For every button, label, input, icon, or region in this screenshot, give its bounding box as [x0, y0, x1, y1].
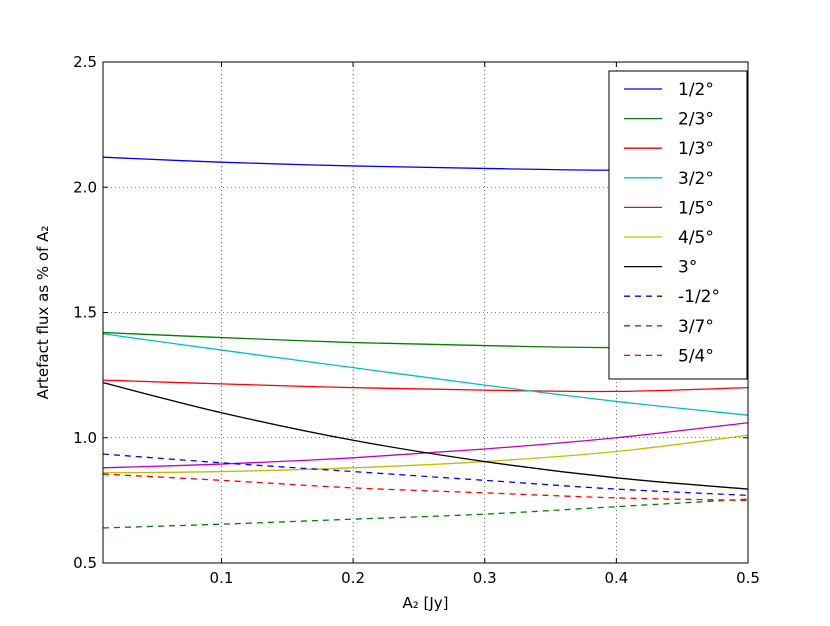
legend-label: 1/2° — [678, 80, 714, 100]
x-tick-label: 0.4 — [604, 569, 628, 587]
y-tick-label: 2.5 — [73, 53, 97, 71]
legend-label: 5/4° — [678, 346, 714, 366]
series-line-7 — [102, 382, 749, 490]
series-line-8 — [102, 453, 749, 497]
legend-label: 3/2° — [678, 169, 714, 189]
series-line-3 — [102, 379, 749, 393]
x-tick-label: 0.3 — [473, 569, 497, 587]
series-line-5 — [102, 422, 749, 469]
legend-box — [608, 70, 748, 380]
y-tick-label: 2.0 — [73, 178, 97, 196]
y-tick-label: 0.5 — [73, 554, 97, 572]
legend-label: 3/7° — [678, 317, 714, 337]
series-line-6 — [102, 434, 749, 474]
legend-label: 3° — [678, 258, 697, 278]
y-axis-label: Artefact flux as % of A₂ — [34, 226, 52, 400]
legend: 1/2° 2/3° 1/3° 3/2° 1/5° 4/5° 3° -1/2° 3/7° 5/4° — [608, 70, 748, 380]
series-lines — [102, 156, 749, 529]
legend-label: 2/3° — [678, 110, 714, 130]
legend-label: 4/5° — [678, 228, 714, 248]
x-tick-label: 0.1 — [210, 569, 234, 587]
series-line-9 — [102, 498, 749, 529]
x-axis-label: A₂ [Jy] — [402, 594, 448, 612]
legend-label: -1/2° — [678, 287, 720, 307]
x-tick-label: 0.5 — [736, 569, 760, 587]
series-line-4 — [102, 333, 749, 416]
y-tick-label: 1.0 — [73, 429, 97, 447]
legend-label: 1/3° — [678, 139, 714, 159]
legend-label: 1/5° — [678, 198, 714, 218]
tick-labels: 0.1 0.2 0.3 0.4 0.5 0.5 1.0 1.5 2.0 2.5 — [73, 53, 760, 587]
x-tick-label: 0.2 — [341, 569, 365, 587]
y-tick-label: 1.5 — [73, 304, 97, 322]
series-line-10 — [102, 473, 749, 502]
